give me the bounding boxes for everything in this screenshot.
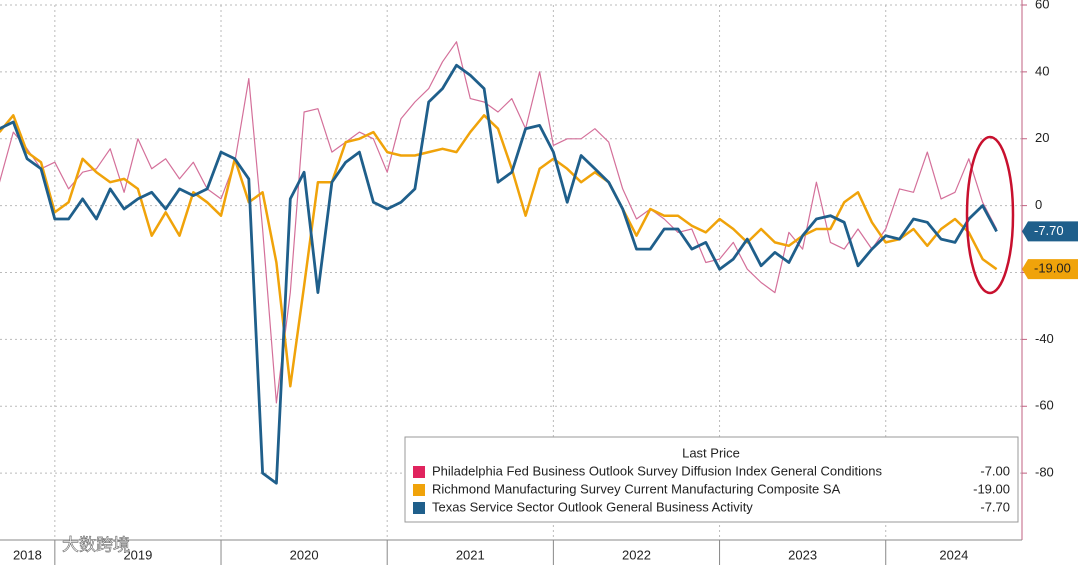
legend-label: Texas Service Sector Outlook General Bus… <box>432 499 753 514</box>
legend-swatch <box>413 484 425 496</box>
last-price-label: -7.70 <box>1034 223 1064 238</box>
x-tick-label: 2024 <box>939 547 968 562</box>
y-tick-label: -40 <box>1035 331 1054 346</box>
x-tick-label: 2021 <box>456 547 485 562</box>
x-tick-label: 2020 <box>290 547 319 562</box>
legend-value: -7.70 <box>980 499 1010 514</box>
series-line <box>0 63 998 485</box>
x-tick-label: 2022 <box>622 547 651 562</box>
series-line <box>0 114 998 388</box>
legend-value: -7.00 <box>980 463 1010 478</box>
last-price-tag <box>1022 221 1078 242</box>
legend-value: -19.00 <box>973 481 1010 496</box>
series-line <box>0 41 998 404</box>
y-tick-label: -60 <box>1035 398 1054 413</box>
x-tick-label: 2023 <box>788 547 817 562</box>
legend-title: Last Price <box>682 445 740 460</box>
y-tick-label: 0 <box>1035 197 1042 212</box>
watermark: 大数跨境 <box>62 535 130 554</box>
y-tick-label: 60 <box>1035 0 1049 11</box>
x-tick-label: 2019 <box>123 547 152 562</box>
x-tick-label: 2018 <box>13 547 42 562</box>
legend-label: Richmond Manufacturing Survey Current Ma… <box>432 481 841 496</box>
last-price-tag <box>1022 259 1078 280</box>
legend: Last Price Philadelphia Fed Business Out… <box>404 436 1019 523</box>
y-tick-label: -80 <box>1035 465 1054 480</box>
legend-swatch <box>413 466 425 478</box>
legend-box <box>404 436 1019 523</box>
last-price-label: -19.00 <box>1034 261 1071 276</box>
y-tick-label: 40 <box>1035 63 1049 78</box>
legend-swatch <box>413 502 425 514</box>
legend-label: Philadelphia Fed Business Outlook Survey… <box>432 463 882 478</box>
highlight-ellipse <box>965 135 1015 295</box>
y-tick-label: 20 <box>1035 130 1049 145</box>
